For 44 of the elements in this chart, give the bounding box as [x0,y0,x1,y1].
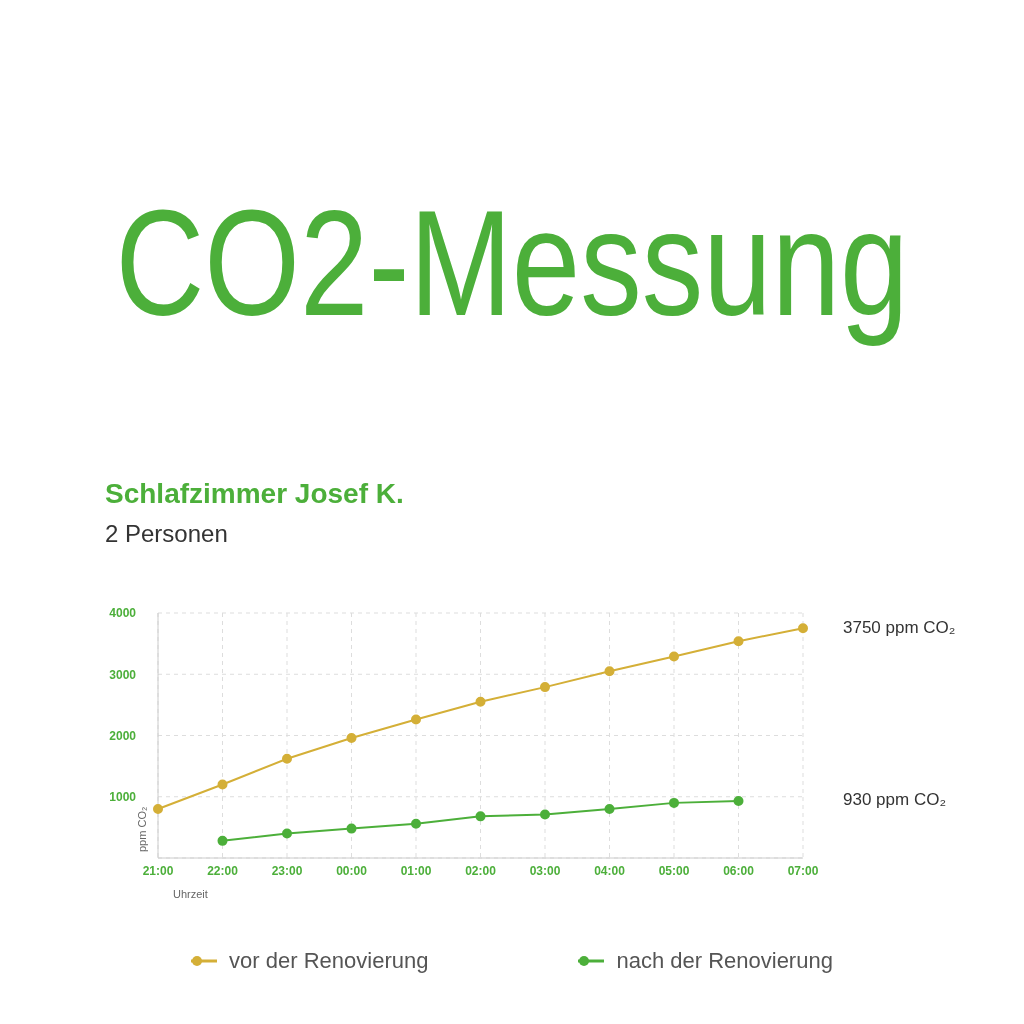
point [153,804,163,814]
point [669,797,679,808]
chart-title: CO2-Messung [114,178,910,348]
text: 3750 ppm CO₂ [843,618,956,638]
x-tick-label: 01:00 [400,863,432,878]
y-tick-label: 4000 [109,606,137,621]
point [411,818,421,829]
point [282,828,292,839]
y-tick-label: 3000 [109,667,137,682]
text: 2 Personen [105,520,228,548]
point [217,835,228,846]
y-tick-label: 2000 [109,728,137,743]
point [217,779,228,790]
point [540,809,550,820]
point [475,696,486,707]
point [411,714,421,725]
point [346,823,357,834]
point [798,623,808,634]
x-tick-label: 23:00 [271,863,303,878]
y-axis-title: ppm CO₂ [136,806,148,852]
point [475,811,486,822]
x-axis-title: Uhrzeit [173,888,208,900]
x-tick-label: 21:00 [142,863,174,878]
x-tick-label: 05:00 [658,863,690,878]
point [733,796,744,807]
point [282,753,292,764]
text: 930 ppm CO₂ [843,790,946,810]
point [733,636,744,647]
point [346,732,357,743]
x-tick-label: 04:00 [594,863,626,878]
x-tick-label: 06:00 [723,863,755,878]
point [604,804,615,814]
x-tick-label: 02:00 [465,863,497,878]
point [669,651,679,662]
x-tick-label: 03:00 [529,863,561,878]
point [604,666,615,677]
legend-label: nach der Renovierung [616,948,833,974]
y-tick-label: 1000 [109,790,137,805]
x-tick-label: 22:00 [207,863,239,878]
legend-label: vor der Renovierung [229,948,429,974]
chart-subtitle: Schlafzimmer Josef K. [105,478,404,510]
x-tick-label: 00:00 [336,863,368,878]
point [540,682,550,693]
x-tick-label: 07:00 [787,863,819,878]
